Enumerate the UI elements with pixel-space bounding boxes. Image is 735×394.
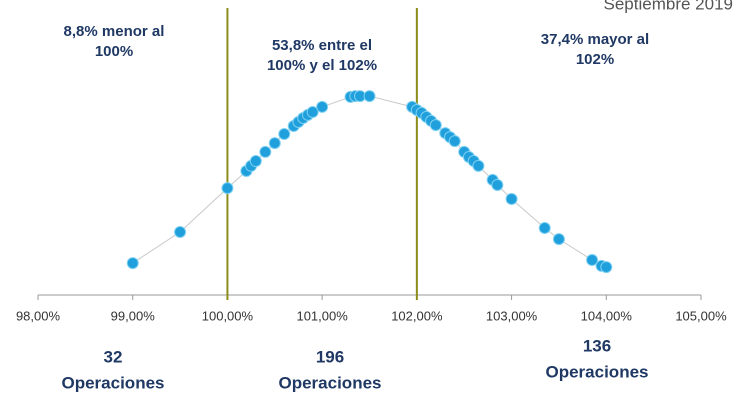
data-point (505, 192, 518, 205)
data-point (259, 145, 272, 158)
data-point (491, 178, 504, 191)
x-tick-label: 98,00% (16, 308, 61, 323)
group-count: 136 (583, 336, 611, 355)
annotation: 100% y el 102% (267, 57, 377, 74)
data-point (363, 90, 376, 103)
data-point (278, 127, 291, 140)
x-tick-label: 102,00% (391, 308, 443, 323)
group-label: Operaciones (62, 373, 165, 392)
series-line (132, 95, 607, 268)
group-label: Operaciones (546, 362, 649, 381)
annotation: 102% (576, 51, 614, 68)
x-tick-label: 103,00% (486, 308, 538, 323)
data-point (249, 155, 262, 168)
data-point (126, 257, 139, 270)
data-point (586, 253, 599, 266)
x-tick-label: 99,00% (111, 308, 156, 323)
data-point (429, 119, 442, 132)
data-point (552, 233, 565, 246)
data-point (174, 226, 187, 239)
x-tick-label: 105,00% (675, 308, 727, 323)
data-point (316, 100, 329, 113)
annotation: 37,4% mayor al (541, 31, 649, 48)
x-tick-label: 101,00% (296, 308, 348, 323)
group-label: Operaciones (279, 373, 382, 392)
group-count: 32 (104, 347, 123, 366)
chart-title: Septiembre 2019 (604, 0, 733, 13)
data-point (268, 137, 281, 150)
annotation: 100% (95, 43, 133, 60)
data-point (448, 135, 461, 148)
data-point (306, 106, 319, 119)
annotation: 8,8% menor al (64, 23, 165, 40)
x-tick-label: 104,00% (581, 308, 633, 323)
data-point (221, 182, 234, 195)
data-point (600, 261, 613, 274)
x-tick-label: 100,00% (202, 308, 254, 323)
data-point (538, 222, 551, 235)
group-count: 196 (316, 347, 344, 366)
data-point (472, 159, 485, 172)
annotation: 53,8% entre el (272, 37, 372, 54)
